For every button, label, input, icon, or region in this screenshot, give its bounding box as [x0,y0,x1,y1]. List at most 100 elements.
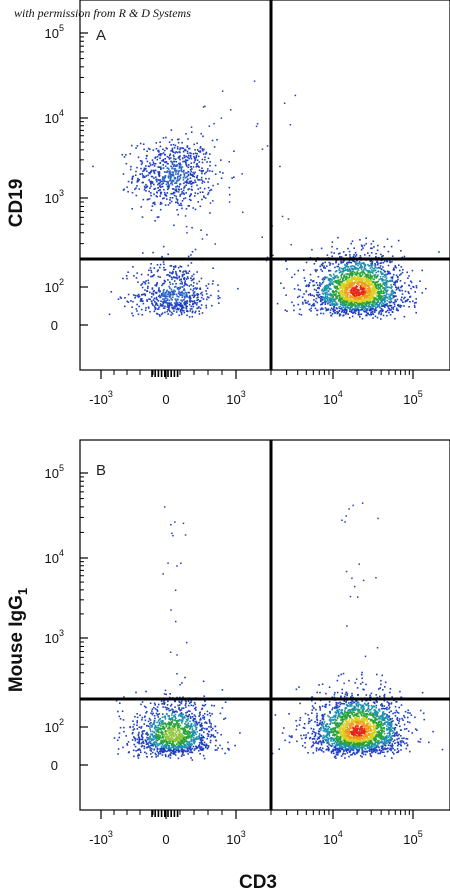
event-dot [343,279,345,282]
event-dot [179,270,182,273]
event-dot [320,298,322,300]
event-dot [184,676,186,679]
event-dot [375,277,377,279]
event-dot [346,298,348,300]
event-dot [378,286,380,289]
event-dot [198,169,201,172]
event-dot [369,286,371,289]
event-dot [166,185,169,188]
event-dot [138,295,141,298]
event-dot [368,294,371,297]
event-dot [126,744,129,746]
event-dot [313,302,315,305]
event-dot [387,307,390,309]
event-dot [391,276,394,278]
event-dot [329,311,332,314]
event-dot [178,718,181,721]
event-dot [286,268,288,270]
event-dot [168,291,170,294]
event-dot [362,292,364,294]
event-dot [183,293,185,295]
event-dot [174,706,176,708]
event-dot [152,723,154,725]
event-dot [191,174,194,176]
event-dot [182,192,185,194]
event-dot [165,755,167,758]
event-dot [332,291,335,294]
event-dot [357,301,359,303]
event-dot [181,282,183,284]
event-dot [172,154,175,157]
event-dot [172,732,175,735]
event-dot [316,287,319,289]
event-dot [161,305,163,307]
event-dot [164,732,167,735]
event-dot [349,310,351,312]
event-dot [201,728,203,730]
event-dot [220,159,222,161]
event-dot [392,296,395,299]
event-dot [164,718,167,720]
event-dot [365,303,368,306]
event-dot [127,741,130,743]
event-dot [168,724,171,727]
event-dot [149,728,152,731]
event-dot [339,299,341,301]
event-dot [383,302,385,305]
event-dot [171,725,174,727]
event-dot [147,720,150,723]
event-dot [160,300,162,302]
event-dot [328,279,331,281]
event-dot [350,291,352,293]
event-dot [333,293,335,296]
event-dot [162,702,165,704]
event-dot [325,308,328,311]
event-dot [387,272,390,274]
event-dot [167,184,170,187]
event-dot [175,171,177,173]
event-dot [303,293,305,295]
event-dot [384,289,387,292]
event-dot [178,713,181,716]
event-dot [373,284,375,286]
event-dot [285,294,287,296]
event-dot [156,728,159,731]
event-dot [194,195,196,197]
event-dot [178,314,181,317]
event-dot [200,296,203,299]
event-dot [378,311,380,313]
event-dot [165,693,167,696]
event-dot [194,171,196,174]
event-dot [324,276,326,278]
event-dot [343,308,346,311]
event-dot [154,291,157,294]
event-dot [357,268,359,270]
event-dot [157,171,159,173]
event-dot [157,739,159,742]
event-dot [341,294,344,296]
event-dot [192,166,195,168]
event-dot [167,305,169,308]
event-dot [164,280,166,283]
event-dot [373,305,375,307]
event-dot [182,730,185,732]
event-dot [347,280,349,282]
event-dot [344,277,347,280]
event-dot [140,734,143,736]
event-dot [176,165,178,167]
event-dot [293,304,295,307]
event-dot [178,163,181,166]
event-dot [329,269,332,272]
event-dot [126,277,128,280]
event-dot [188,748,191,750]
event-dot [182,752,184,754]
event-dot [383,274,386,276]
event-dot [168,717,171,719]
event-dot [370,271,372,273]
event-dot [136,185,138,187]
event-dot [205,304,207,307]
event-dot [331,300,334,303]
event-dot [189,310,192,312]
event-dot [375,276,378,278]
event-dot [167,290,170,293]
